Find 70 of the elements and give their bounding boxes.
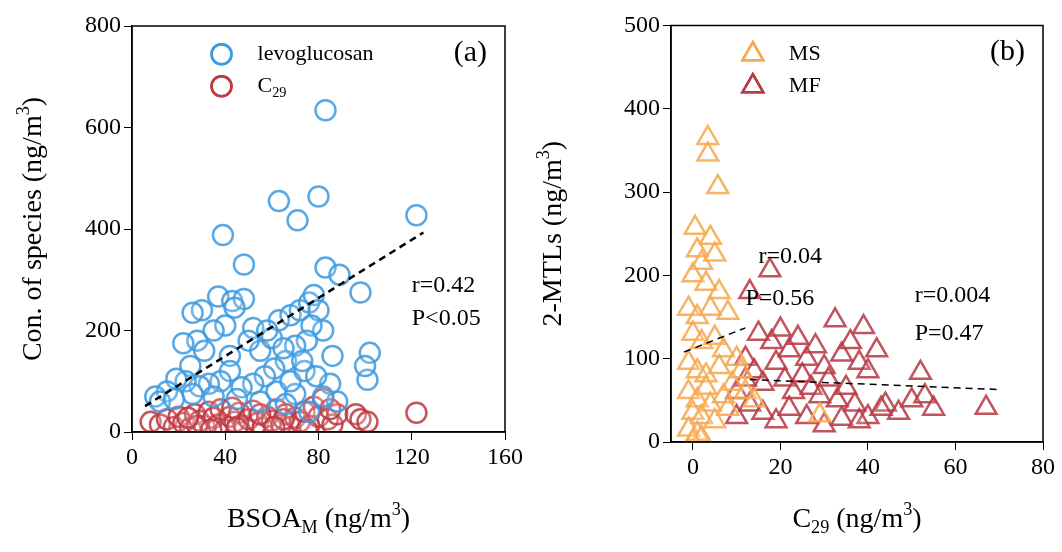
- x-tick-label: 40: [213, 442, 238, 469]
- point: [696, 141, 720, 162]
- y-tick-label: 800: [85, 11, 121, 38]
- point: [698, 224, 723, 246]
- y-tick-label: 200: [624, 260, 660, 287]
- y-tick-label: 600: [85, 112, 121, 139]
- point: [698, 295, 723, 316]
- x-tick-label: 0: [686, 452, 699, 479]
- x-tick-label: 20: [768, 452, 793, 479]
- point: [816, 366, 841, 387]
- point: [777, 395, 801, 416]
- point: [786, 324, 810, 346]
- legend-label: MF: [788, 71, 821, 97]
- chart-title: (a): [453, 33, 487, 68]
- point: [856, 357, 880, 379]
- point: [830, 341, 854, 362]
- point: [729, 357, 753, 379]
- y-tick-label: 500: [624, 10, 660, 37]
- point: [703, 241, 727, 262]
- point: [823, 307, 847, 328]
- point: [707, 278, 731, 300]
- annotation: r=0.04: [758, 241, 822, 268]
- legend-label: levoglucosan: [257, 40, 374, 66]
- y-tick-label: 200: [85, 315, 121, 342]
- point: [808, 402, 832, 423]
- y-axis-title: 2-MTLs (ng/m3): [532, 140, 568, 327]
- x-tick-label: 80: [1031, 452, 1055, 479]
- point: [851, 313, 876, 335]
- x-tick-label: 60: [943, 452, 968, 479]
- point: [764, 349, 788, 371]
- annotation: P=0.47: [914, 318, 984, 345]
- point: [716, 395, 740, 416]
- point: [900, 387, 924, 408]
- point: [764, 407, 788, 429]
- point: [703, 407, 727, 429]
- y-tick-label: 400: [624, 94, 660, 121]
- point: [908, 359, 933, 381]
- annotation: r=0.42: [411, 271, 476, 298]
- point: [974, 394, 998, 416]
- y-tick-label: 100: [624, 343, 660, 370]
- y-tick-label: 300: [624, 177, 660, 204]
- y-tick-label: 0: [109, 417, 121, 444]
- point: [865, 337, 889, 358]
- x-tick-label: 120: [393, 442, 430, 469]
- point: [886, 399, 911, 421]
- x-tick-label: 160: [487, 442, 523, 469]
- point: [716, 299, 740, 321]
- y-tick-label: 400: [85, 214, 121, 241]
- y-axis-title: Con. of species (ng/m3): [12, 96, 48, 362]
- point: [768, 316, 793, 337]
- point: [706, 173, 730, 195]
- annotation: r=0.004: [914, 281, 991, 308]
- point: [683, 214, 707, 236]
- point: [838, 328, 863, 350]
- point: [847, 407, 871, 429]
- point: [696, 124, 720, 146]
- x-tick-label: 0: [126, 442, 138, 469]
- point: [694, 374, 718, 396]
- annotation: P<0.05: [411, 303, 481, 330]
- point: [707, 353, 731, 375]
- x-tick-label: 80: [306, 442, 331, 469]
- chart-title: (b): [990, 33, 1025, 68]
- point: [921, 395, 946, 416]
- x-tick-label: 40: [855, 452, 880, 479]
- legend-label: MS: [788, 39, 821, 65]
- point: [869, 395, 893, 416]
- point: [803, 332, 828, 354]
- point: [834, 374, 858, 396]
- annotation: P=0.56: [745, 283, 815, 310]
- point: [843, 391, 867, 412]
